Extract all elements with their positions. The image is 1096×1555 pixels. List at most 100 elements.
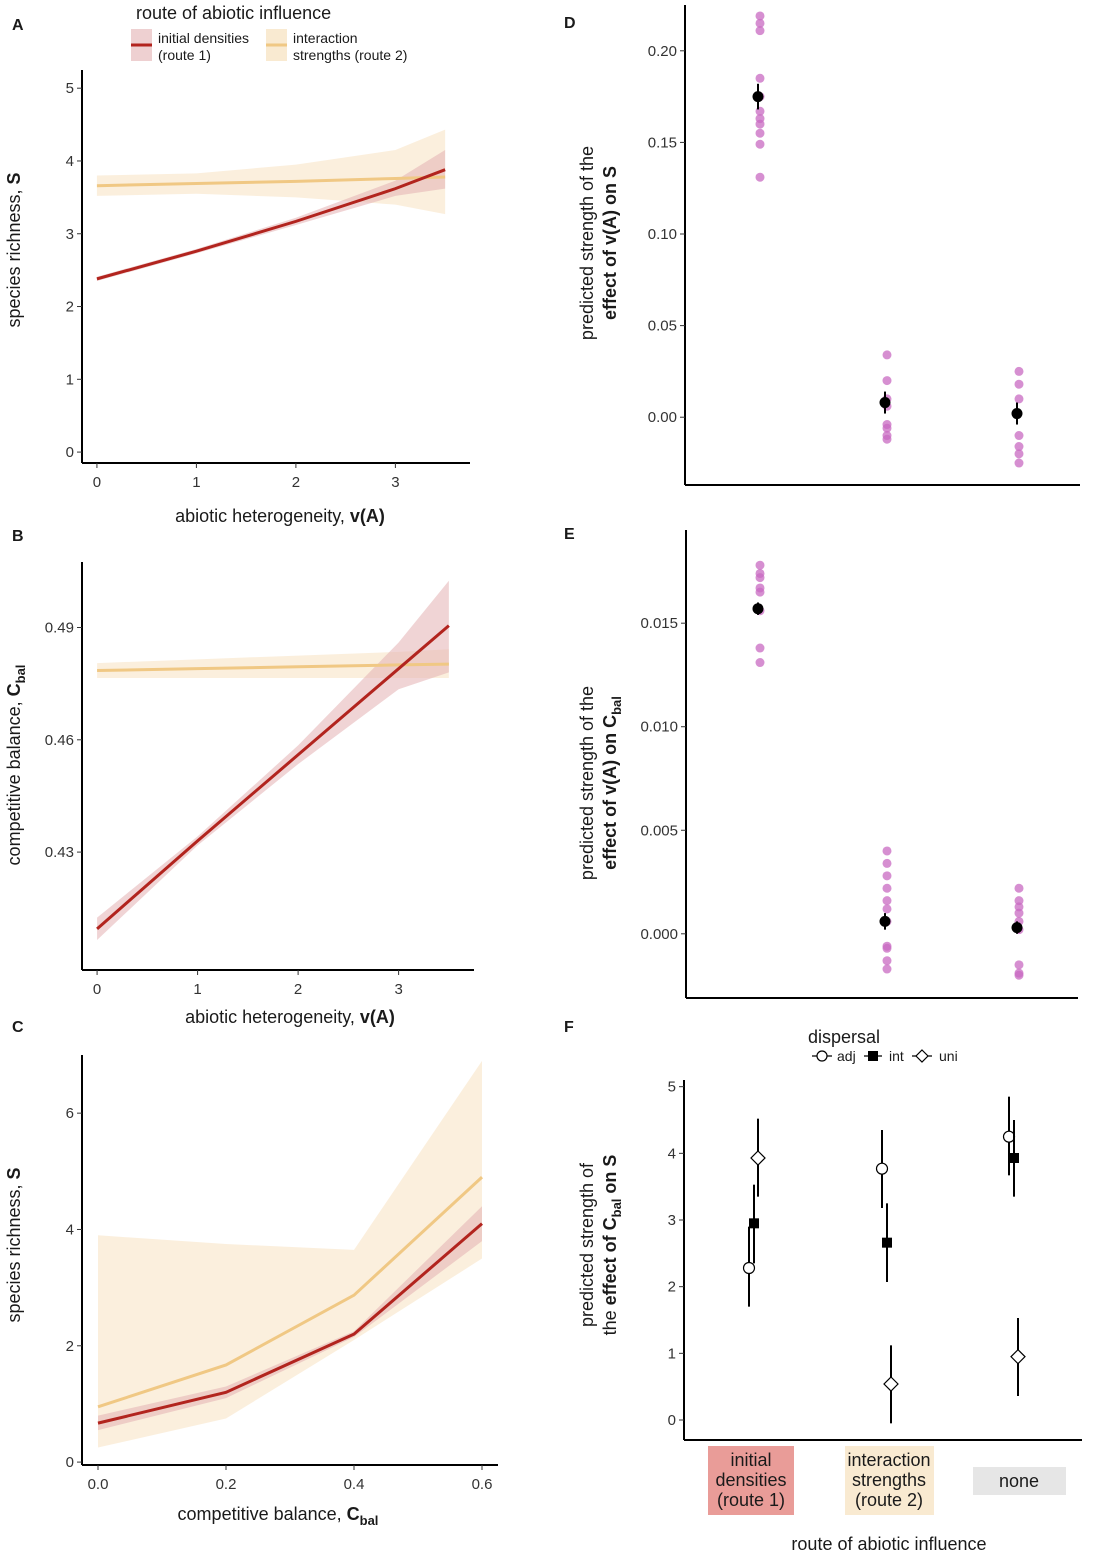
- panel-d-sample-point: [755, 139, 765, 149]
- panel-c-route2-line: [97, 1176, 484, 1409]
- panel-f-ytick-label: 3: [668, 1212, 676, 1229]
- panel-d-sample-point: [755, 114, 765, 124]
- panel-f-ylabel-line1: predicted strength of: [577, 1162, 597, 1327]
- panel-e-sample-point: [1014, 960, 1024, 970]
- panel-a-ytick-label: 1: [66, 371, 74, 388]
- panel-d-sample-point: [755, 26, 765, 36]
- panel-e-sample-point: [882, 846, 892, 856]
- panel-c-ytick-label: 0: [66, 1454, 74, 1471]
- panel-d-ylabel-line2: effect of v(A) on S: [600, 166, 620, 320]
- panel-d-sample-point: [755, 73, 765, 83]
- panel-e-ylabel-line1: predicted strength of the: [577, 686, 597, 880]
- panel-e-sample-point: [882, 858, 892, 868]
- panel-c-xtick-label: 0.4: [344, 1476, 365, 1493]
- panel-f-ytick-label: 4: [668, 1145, 676, 1162]
- legend-adj-key-circle: [816, 1050, 828, 1062]
- panel-b-route1-line: [96, 624, 450, 930]
- legend-title: route of abiotic influence: [136, 3, 331, 23]
- panel-a-xtick-label: 1: [192, 474, 200, 491]
- panel-e-sample-point: [1014, 908, 1024, 918]
- panel-d-sample-point: [882, 350, 892, 360]
- category-box-none: [973, 1467, 1066, 1495]
- legend-int-label: int: [889, 1048, 904, 1064]
- panel-c-xtick-label: 0.0: [88, 1476, 109, 1493]
- category-route1-line1: initial: [730, 1450, 771, 1470]
- panel-e-mean-point: [1011, 922, 1023, 934]
- category-route2-line1: interaction: [847, 1450, 930, 1470]
- panel-label-e: E: [564, 526, 575, 543]
- panel-d-mean-point: [1011, 408, 1023, 420]
- panel-d-sample-point: [1014, 442, 1024, 452]
- panel-a-ytick-label: 5: [66, 80, 74, 97]
- panel-c-ytick-label: 2: [66, 1338, 74, 1355]
- panel-e-sample-point: [1014, 902, 1024, 912]
- panel-c-ylabel: species richness, S: [4, 1167, 24, 1322]
- panel-d-sample-point: [755, 128, 765, 138]
- panel-c-ytick-label: 4: [66, 1221, 74, 1238]
- panel-c-xtick-label: 0.2: [216, 1476, 237, 1493]
- panel-d-ytick-label: 0.10: [648, 226, 677, 243]
- panel-label-b: B: [12, 528, 24, 545]
- panel-d-sample-point: [1014, 431, 1024, 441]
- panel-b-route1-ci-band: [97, 580, 449, 941]
- panel-b-xlabel: abiotic heterogeneity, v(A): [185, 1007, 395, 1027]
- category-route1-line3: (route 1): [717, 1490, 785, 1510]
- panel-f-uni-point: [883, 1376, 899, 1392]
- panel-label-f: F: [564, 1019, 574, 1036]
- panel-d-sample-point: [1014, 394, 1024, 404]
- panel-f-int-point: [1009, 1153, 1019, 1163]
- panel-label-c: C: [12, 1019, 24, 1036]
- panel-e-ytick-label: 0.010: [640, 719, 678, 736]
- panel-d-sample-point: [1014, 379, 1024, 389]
- panel-e-ylabel-line2: effect of v(A) on Cbal: [600, 696, 624, 870]
- panel-d-sample-point: [1014, 449, 1024, 459]
- panel-f-ylabel-line2: the effect of Cbal on S: [600, 1155, 624, 1336]
- legend-uni-label: uni: [939, 1048, 958, 1064]
- panel-b-ytick-label: 0.43: [45, 844, 74, 861]
- panel-a-ytick-label: 0: [66, 444, 74, 461]
- panel-b-xtick-label: 1: [193, 981, 201, 998]
- panel-a-xtick-label: 0: [93, 474, 101, 491]
- panel-d-mean-point: [752, 91, 764, 103]
- panel-a-route1-line: [96, 168, 446, 281]
- panel-e-sample-point: [882, 904, 892, 914]
- panel-f-ytick-label: 5: [668, 1079, 676, 1096]
- panel-c-route1-ci-band: [98, 1206, 482, 1431]
- panel-d-sample-point: [755, 11, 765, 21]
- legend-uni-key-diamond: [915, 1049, 929, 1063]
- panel-f-xlabel: route of abiotic influence: [791, 1534, 986, 1554]
- panel-c-route2-ci-band: [98, 1060, 482, 1448]
- panel-a-ytick-label: 3: [66, 226, 74, 243]
- panel-d-sample-point: [882, 376, 892, 386]
- panel-e-mean-point: [752, 603, 764, 615]
- panel-e-ytick-label: 0.015: [640, 615, 678, 632]
- panel-d-sample-point: [755, 172, 765, 182]
- panel-b-xtick-label: 0: [93, 981, 101, 998]
- panel-c-ytick-label: 6: [66, 1105, 74, 1122]
- panel-e-sample-point: [1014, 896, 1024, 906]
- panel-f-uni-point: [1010, 1348, 1026, 1365]
- category-box-route1: [708, 1446, 794, 1515]
- panel-c-xlabel: competitive balance, Cbal: [178, 1504, 379, 1528]
- panel-a-ytick-label: 4: [66, 153, 74, 170]
- panel-b-xtick-label: 3: [394, 981, 402, 998]
- legend-adj-label: adj: [837, 1048, 856, 1064]
- panel-d-sample-point: [1014, 366, 1024, 376]
- panel-a-xtick-label: 2: [292, 474, 300, 491]
- panel-e-sample-point: [1014, 883, 1024, 893]
- panel-d-ytick-label: 0.15: [648, 134, 677, 151]
- panel-label-a: A: [12, 17, 24, 34]
- panel-a-xlabel: abiotic heterogeneity, v(A): [175, 506, 385, 526]
- panel-e-sample-point: [1014, 968, 1024, 978]
- panel-d-sample-point: [1014, 458, 1024, 468]
- legend-route2-line1: interaction: [293, 30, 358, 46]
- panel-f-int-point: [749, 1218, 759, 1229]
- panel-b-ytick-label: 0.49: [45, 620, 74, 637]
- panel-b-ytick-label: 0.46: [45, 732, 74, 749]
- panel-a-route2-ci-band: [96, 129, 446, 215]
- panel-e-sample-point: [755, 643, 765, 653]
- panel-a-ytick-label: 2: [66, 299, 74, 316]
- panel-f-adj-point: [742, 1261, 756, 1275]
- category-route1-line2: densities: [715, 1470, 786, 1490]
